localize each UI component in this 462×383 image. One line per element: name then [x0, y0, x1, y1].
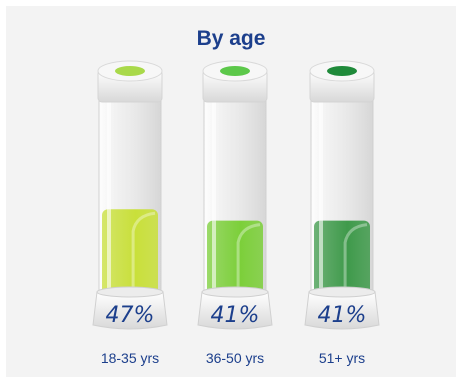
base-rim — [308, 286, 376, 298]
category-label-1: 18-35 yrs — [101, 350, 159, 366]
value-label-2: 41% — [211, 303, 260, 328]
cap-indicator — [327, 66, 357, 76]
glass-shine — [212, 95, 216, 288]
tube-3: 41% — [304, 60, 380, 330]
tube-base — [197, 291, 273, 330]
tube-base — [92, 291, 168, 330]
tube-1: 47% — [92, 60, 168, 330]
tube-2: 41% — [197, 60, 273, 330]
liquid-highlight — [236, 223, 261, 298]
tube-base — [304, 291, 380, 330]
bar-2 — [207, 220, 263, 298]
cap-indicator — [115, 66, 145, 76]
cap-indicator — [220, 66, 250, 76]
liquid-highlight — [131, 211, 156, 298]
base-rim — [201, 286, 269, 298]
tubes-group: 47% 18-35 yrs 41% 36-50 yrs 41% 51+ yrs — [92, 60, 380, 366]
category-label-3: 51+ yrs — [319, 350, 365, 366]
glass-shine — [107, 95, 111, 288]
chart-title: By age — [197, 27, 266, 50]
glass-shine — [319, 95, 323, 288]
value-label-1: 47% — [106, 303, 155, 328]
base-rim — [96, 286, 164, 298]
bar-3 — [314, 220, 370, 298]
value-label-3: 41% — [318, 303, 367, 328]
category-label-2: 36-50 yrs — [206, 350, 264, 366]
bar-1 — [102, 209, 158, 298]
liquid-highlight — [343, 223, 368, 298]
